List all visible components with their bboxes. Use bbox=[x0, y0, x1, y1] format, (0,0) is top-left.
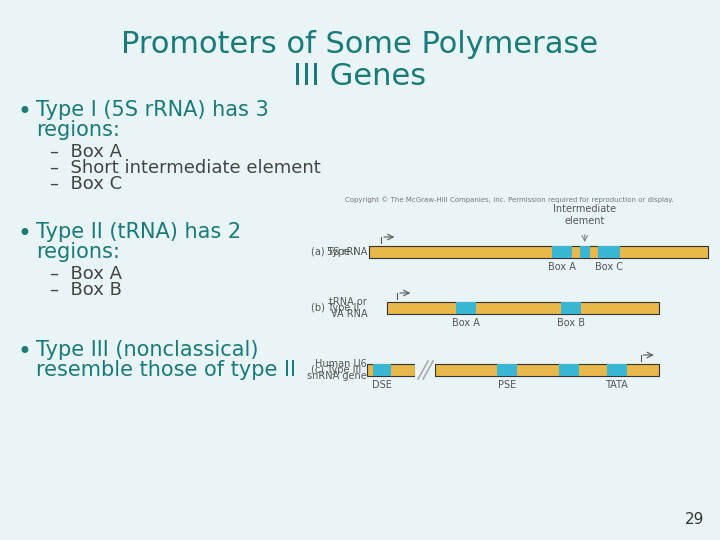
Text: Human U6
snRNA gene: Human U6 snRNA gene bbox=[307, 359, 367, 381]
Text: resemble those of type II: resemble those of type II bbox=[36, 360, 296, 380]
Text: Type I (5S rRNA) has 3: Type I (5S rRNA) has 3 bbox=[36, 100, 269, 120]
Text: –  Box C: – Box C bbox=[50, 175, 122, 193]
Text: •: • bbox=[18, 222, 32, 246]
Text: regions:: regions: bbox=[36, 242, 120, 262]
Text: Box A: Box A bbox=[548, 262, 576, 272]
Bar bbox=[580, 246, 590, 258]
Text: –  Box A: – Box A bbox=[50, 143, 122, 161]
Bar bbox=[387, 302, 659, 314]
Text: tRNA or
VA RNA: tRNA or VA RNA bbox=[330, 297, 367, 319]
Text: •: • bbox=[18, 100, 32, 124]
Bar bbox=[373, 364, 391, 376]
Text: Box A: Box A bbox=[452, 318, 480, 328]
Text: (c) Type III: (c) Type III bbox=[311, 365, 361, 375]
Bar bbox=[598, 246, 620, 258]
Bar bbox=[607, 364, 626, 376]
Text: Box B: Box B bbox=[557, 318, 585, 328]
Text: (a) Type I: (a) Type I bbox=[311, 247, 356, 257]
Text: •: • bbox=[18, 340, 32, 364]
Text: Box C: Box C bbox=[595, 262, 623, 272]
Text: DSE: DSE bbox=[372, 380, 392, 390]
Text: –  Short intermediate element: – Short intermediate element bbox=[50, 159, 320, 177]
Text: –  Box A: – Box A bbox=[50, 265, 122, 283]
Text: Type III (nonclassical): Type III (nonclassical) bbox=[36, 340, 258, 360]
Text: –  Box B: – Box B bbox=[50, 281, 122, 299]
Text: regions:: regions: bbox=[36, 120, 120, 140]
Bar bbox=[497, 364, 517, 376]
Text: 5S rRNA: 5S rRNA bbox=[327, 247, 367, 257]
Bar bbox=[367, 364, 415, 376]
Text: Copyright © The McGraw-Hill Companies, Inc. Permission required for reproduction: Copyright © The McGraw-Hill Companies, I… bbox=[345, 196, 673, 202]
Text: PSE: PSE bbox=[498, 380, 516, 390]
Bar bbox=[552, 246, 572, 258]
Text: (b) Type II: (b) Type II bbox=[311, 303, 359, 313]
Text: TATA: TATA bbox=[606, 380, 628, 390]
Text: Promoters of Some Polymerase: Promoters of Some Polymerase bbox=[121, 30, 598, 59]
Text: III Genes: III Genes bbox=[292, 62, 426, 91]
Bar bbox=[559, 364, 579, 376]
Bar bbox=[456, 302, 476, 314]
Text: Intermediate
element: Intermediate element bbox=[553, 205, 616, 226]
Text: Type II (tRNA) has 2: Type II (tRNA) has 2 bbox=[36, 222, 241, 242]
Text: 29: 29 bbox=[685, 512, 704, 527]
Bar bbox=[415, 363, 435, 377]
Bar bbox=[435, 364, 659, 376]
Bar bbox=[369, 246, 708, 258]
Bar bbox=[561, 302, 581, 314]
